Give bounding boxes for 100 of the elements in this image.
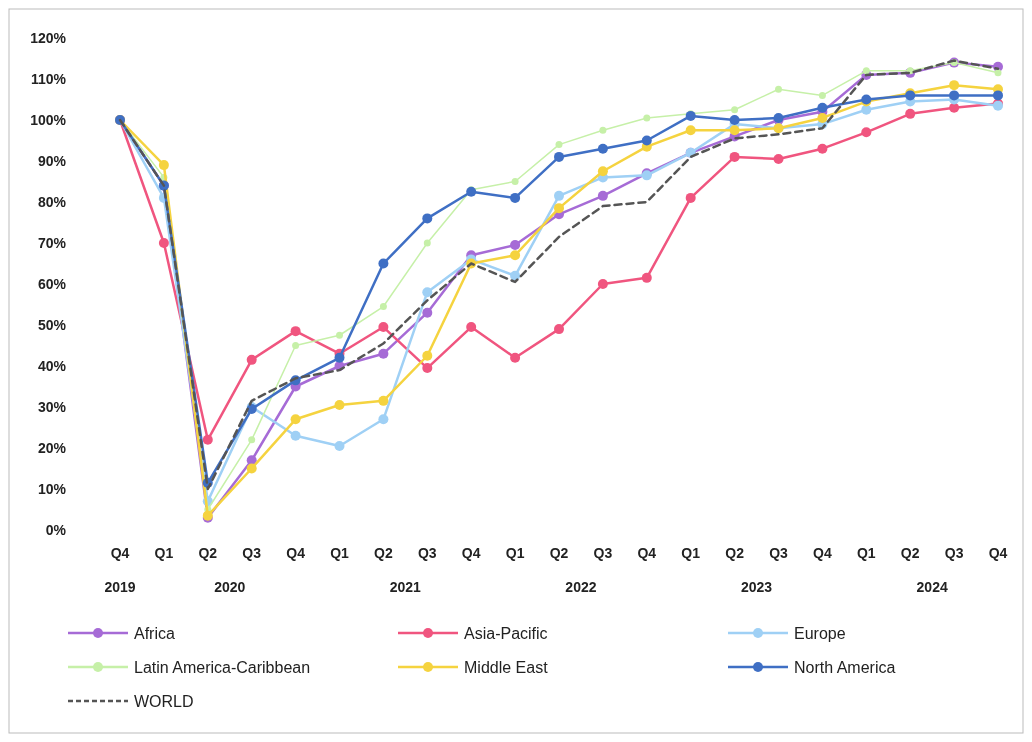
point: [511, 178, 519, 185]
point: [597, 279, 608, 289]
point: [685, 192, 696, 203]
legend-label: Middle East: [464, 658, 549, 676]
legend-label: Africa: [134, 624, 175, 642]
y-tick-label: 0%: [45, 521, 67, 538]
point: [729, 151, 740, 162]
y-tick-label: 50%: [37, 316, 67, 333]
point: [378, 414, 389, 425]
point: [336, 331, 343, 339]
point: [862, 67, 870, 75]
point: [949, 102, 960, 113]
point: [685, 125, 696, 136]
x-tick-label: Q1: [681, 545, 701, 561]
point: [510, 240, 521, 251]
point: [290, 430, 301, 441]
x-tick-label: Q4: [286, 545, 306, 561]
point: [773, 153, 784, 164]
point: [290, 414, 301, 425]
x-tick-label: Q3: [242, 545, 262, 561]
point: [246, 354, 257, 365]
point: [905, 108, 916, 119]
legend-label: Latin America-Caribbean: [134, 658, 311, 676]
y-tick-label: 60%: [37, 275, 67, 292]
point: [554, 151, 564, 162]
x-tick-label: Q4: [110, 545, 130, 561]
x-tick-label: Q1: [154, 545, 174, 561]
point: [466, 322, 477, 333]
text: 2022: [565, 579, 597, 595]
point: [510, 352, 521, 363]
x-tick-label: Q2: [549, 545, 569, 561]
point: [597, 190, 608, 201]
point: [555, 141, 563, 149]
y-tick-label: 30%: [37, 398, 67, 415]
text: 2020: [214, 579, 246, 595]
point: [378, 348, 389, 359]
point: [949, 80, 960, 91]
y-tick-label: 40%: [37, 357, 67, 374]
point: [599, 126, 607, 134]
point: [510, 192, 521, 203]
x-tick-label: Q3: [417, 545, 437, 561]
point: [861, 127, 872, 138]
point: [334, 399, 345, 410]
point: [731, 106, 739, 114]
point: [510, 270, 521, 281]
point: [597, 143, 608, 154]
point: [290, 326, 301, 337]
x-tick-label: Q1: [330, 545, 350, 561]
text: 2024: [916, 579, 948, 595]
text: 2021: [389, 579, 422, 595]
point: [817, 143, 828, 154]
y-tick-label: 110%: [30, 70, 67, 87]
x-tick-label: Q4: [813, 545, 832, 561]
x-tick-label: Q3: [593, 545, 613, 561]
legend-label: Asia-Pacific: [464, 624, 548, 642]
x-tick-label: Q4: [988, 545, 1008, 561]
x-tick-label: Q4: [637, 545, 657, 561]
point: [334, 352, 345, 363]
text: 2019: [104, 579, 136, 595]
point: [422, 213, 433, 224]
point: [422, 287, 433, 298]
x-tick-label: Q2: [900, 545, 920, 561]
legend-label: WORLD: [134, 692, 194, 710]
point: [246, 463, 257, 474]
point: [554, 190, 564, 201]
point: [202, 434, 213, 445]
point: [378, 258, 389, 269]
y-tick-label: 120%: [30, 29, 67, 46]
point: [949, 90, 960, 101]
point: [422, 363, 433, 374]
x-tick-label: Q2: [725, 545, 745, 561]
point: [378, 395, 389, 406]
point: [643, 114, 651, 122]
point: [818, 91, 826, 99]
y-tick-label: 90%: [37, 152, 67, 169]
x-tick-label: Q2: [198, 545, 218, 561]
point: [861, 104, 872, 115]
legend-label: Europe: [794, 624, 846, 642]
point: [641, 272, 652, 283]
point: [994, 69, 1002, 77]
point: [554, 324, 564, 335]
y-tick-label: 100%: [30, 111, 67, 128]
x-tick-label: Q1: [505, 545, 525, 561]
text: 2023: [740, 579, 773, 595]
point: [379, 303, 387, 311]
point: [248, 436, 256, 444]
point: [378, 322, 389, 333]
point: [334, 440, 345, 451]
point: [422, 350, 433, 361]
point: [993, 90, 1003, 101]
point: [510, 250, 521, 261]
point: [597, 166, 608, 177]
x-tick-label: Q3: [944, 545, 964, 561]
point: [292, 342, 300, 349]
x-tick-label: Q1: [856, 545, 876, 561]
y-tick-label: 20%: [37, 439, 67, 456]
point: [554, 203, 564, 214]
legend-label: North America: [794, 658, 896, 676]
point: [775, 85, 782, 93]
point: [158, 160, 169, 171]
